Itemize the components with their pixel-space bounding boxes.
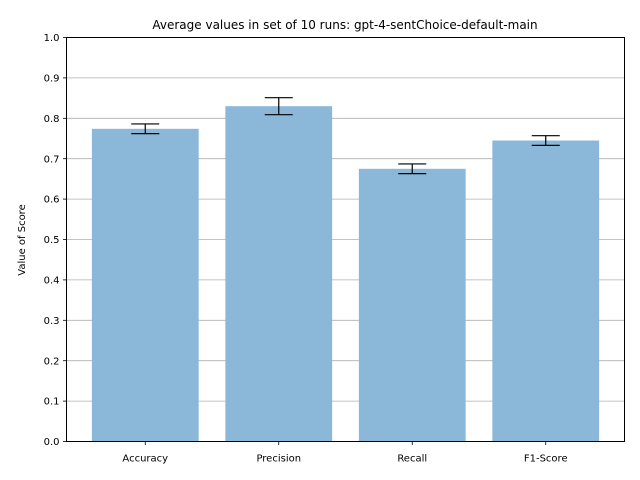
- y-tick-label: 0.2: [44, 356, 60, 367]
- y-tick-label: 0.0: [44, 437, 60, 448]
- y-tick-label: 0.4: [44, 276, 60, 287]
- y-tick-label: 1.0: [44, 33, 60, 44]
- y-tick-label: 0.7: [44, 154, 60, 165]
- x-tick-label: Accuracy: [122, 454, 168, 465]
- error-bar-f1-score: [531, 135, 560, 146]
- error-bar-accuracy: [131, 123, 160, 135]
- x-tick-label: F1-Score: [524, 454, 568, 465]
- x-tick-label: Recall: [397, 454, 427, 465]
- error-bar-precision: [264, 97, 293, 116]
- y-axis-label: Value of Score: [17, 204, 28, 275]
- chart-title: Average values in set of 10 runs: gpt-4-…: [152, 18, 537, 32]
- y-tick-label: 0.9: [44, 74, 60, 85]
- y-tick-label: 0.6: [44, 195, 60, 206]
- error-bar-recall: [398, 163, 427, 175]
- x-axis: Accuracy Precision Recall F1-Score: [122, 441, 568, 465]
- bars: [91, 106, 600, 442]
- y-axis: 0.0 0.1 0.2 0.3 0.4 0.5 0.6 0.7 0.8 0.9 1.0: [44, 33, 67, 448]
- bar-precision: [225, 106, 333, 442]
- y-tick-label: 0.5: [44, 235, 60, 246]
- x-tick-label: Precision: [256, 454, 301, 465]
- y-tick-label: 0.1: [44, 397, 60, 408]
- y-tick-label: 0.3: [44, 316, 60, 327]
- bar-f1-score: [492, 140, 600, 442]
- bar-recall: [358, 168, 466, 442]
- error-bars: [131, 97, 560, 175]
- y-tick-label: 0.8: [44, 114, 60, 125]
- bar-accuracy: [91, 128, 199, 442]
